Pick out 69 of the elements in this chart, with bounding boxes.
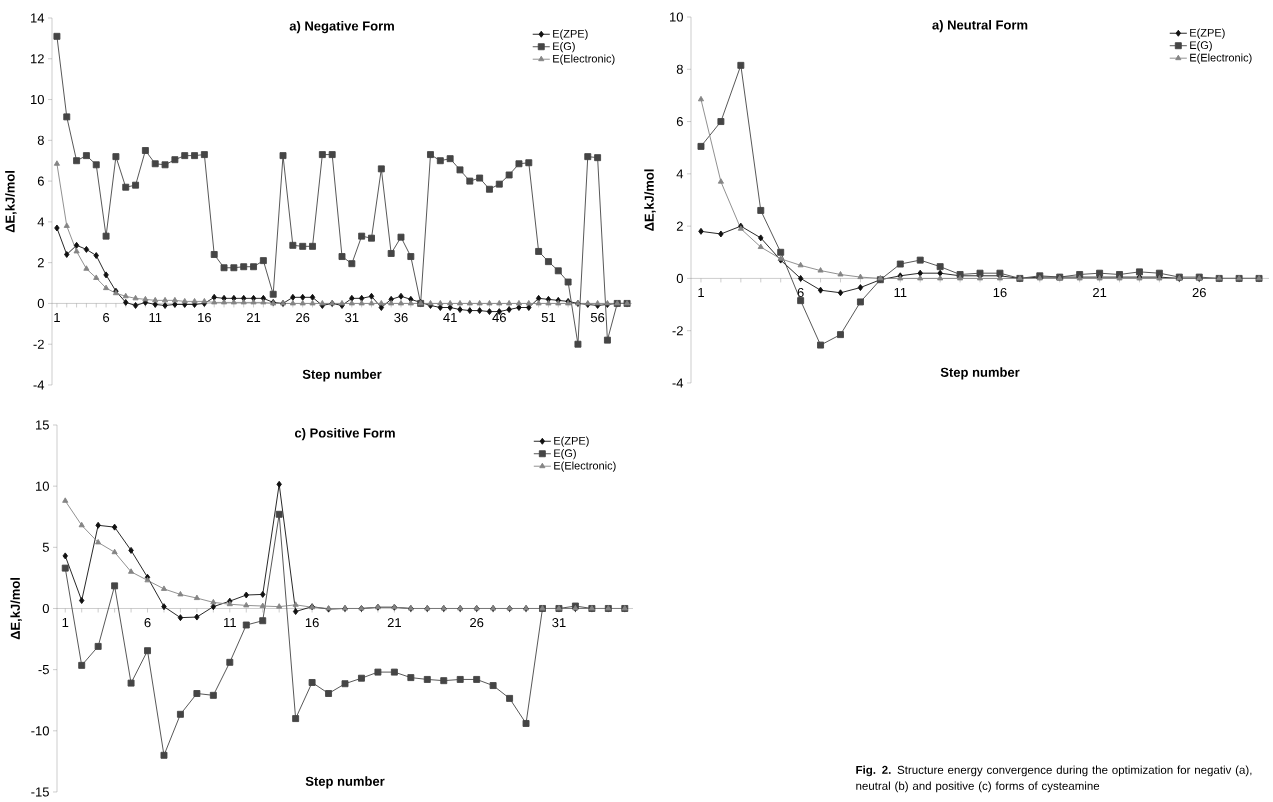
x-tick-label: 21 — [387, 618, 401, 628]
x-tick-label: 1 — [54, 312, 60, 322]
x-tick-label: 21 — [1093, 287, 1107, 298]
x-tick-label: 11 — [894, 287, 907, 297]
y-tick-label: -10 — [31, 726, 49, 736]
x-axis-title: Step number — [305, 776, 385, 789]
x-tick-label: 6 — [103, 312, 110, 323]
y-tick-label: -15 — [31, 787, 49, 797]
y-tick-label: 6 — [37, 176, 44, 186]
x-tick-label: 46 — [492, 312, 506, 323]
y-tick-label: -5 — [38, 665, 49, 675]
text: Fig. 2. Structure energy convergence during the optimization for negativ (a), neutral (b) and positive (c) forms of cysteamine — [856, 765, 1252, 793]
y-tick-label: 6 — [676, 116, 683, 127]
x-tick-label: 1 — [62, 618, 69, 627]
x-tick-label: 11 — [149, 312, 162, 322]
x-tick-label: 41 — [443, 312, 457, 322]
x-tick-label: 26 — [1192, 287, 1206, 298]
y-tick-label: 14 — [31, 13, 45, 23]
x-tick-label: 6 — [144, 618, 151, 628]
legend-label: E(G) — [553, 42, 575, 53]
x-tick-label: 16 — [305, 618, 319, 628]
legend-label: E(Electronic) — [554, 461, 616, 472]
x-tick-label: 11 — [224, 618, 236, 627]
x-tick-label: 6 — [797, 287, 804, 298]
chart-title: a) Negative Form — [289, 21, 394, 34]
legend-label: E(G) — [1190, 40, 1212, 52]
chart-title: c) Positive Form — [294, 428, 395, 441]
x-tick-label: 26 — [470, 618, 484, 628]
x-axis-title: Step number — [302, 369, 382, 382]
legend-label: E(ZPE) — [1190, 28, 1225, 39]
x-tick-label: 21 — [246, 312, 261, 323]
x-tick-label: 26 — [296, 312, 310, 323]
y-tick-label: -2 — [672, 326, 683, 336]
chart-title: a) Neutral Form — [932, 20, 1028, 33]
y-tick-label: -4 — [33, 380, 45, 390]
x-tick-label: 16 — [993, 287, 1007, 298]
y-axis-title: ΔE,kJ/mol — [5, 170, 17, 233]
y-tick-label: 4 — [37, 217, 45, 227]
y-tick-label: 8 — [676, 64, 683, 74]
y-tick-label: 2 — [676, 221, 683, 231]
x-tick-label: 31 — [552, 618, 566, 628]
x-tick-label: 31 — [345, 312, 359, 323]
legend-label: E(Electronic) — [1190, 53, 1252, 64]
y-tick-label: 0 — [676, 273, 683, 284]
y-tick-label: 0 — [42, 603, 49, 614]
y-tick-label: -2 — [33, 339, 44, 349]
x-tick-label: 1 — [698, 287, 704, 297]
legend-label: E(Electronic) — [553, 54, 615, 65]
y-axis-title: ΔE,kJ/mol — [10, 577, 22, 640]
x-tick-label: 36 — [394, 312, 408, 323]
legend-label: E(G) — [554, 449, 576, 460]
x-tick-label: 51 — [541, 312, 556, 323]
y-axis-title: ΔE,kJ/mol — [644, 169, 656, 231]
y-tick-label: -4 — [672, 378, 684, 388]
y-tick-label: 10 — [36, 481, 49, 491]
y-tick-label: 12 — [31, 54, 44, 64]
y-tick-label: 0 — [37, 298, 44, 309]
y-tick-label: 5 — [42, 542, 49, 552]
legend-label: E(ZPE) — [553, 29, 588, 40]
y-tick-label: 8 — [37, 135, 44, 145]
y-tick-label: 10 — [670, 12, 683, 22]
legend-label: E(ZPE) — [554, 436, 589, 447]
y-tick-label: 10 — [31, 94, 44, 105]
x-tick-label: 16 — [198, 312, 212, 323]
y-tick-label: 15 — [36, 420, 49, 430]
y-tick-label: 4 — [676, 169, 684, 179]
x-tick-label: 56 — [590, 312, 605, 323]
y-tick-label: 2 — [37, 258, 44, 268]
x-axis-title: Step number — [940, 367, 1020, 380]
